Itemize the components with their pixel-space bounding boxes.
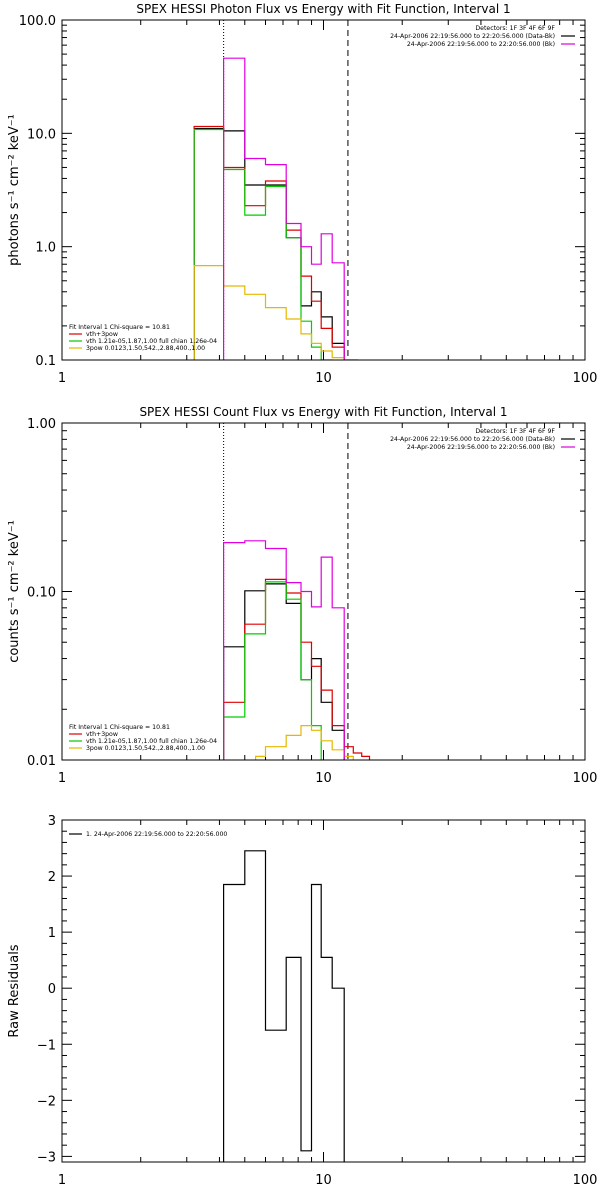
y-axis-label: photons s⁻¹ cm⁻² keV⁻¹ [7,114,22,266]
info-line: 24-Apr-2006 22:19:56.000 to 22:20:56.000… [390,436,555,443]
plot-frame [61,819,586,1163]
y-axis-label: Raw Residuals [7,944,22,1037]
chart-panel-2: SPEX HESSI Count Flux vs Energy with Fit… [7,405,597,786]
chart-title: SPEX HESSI Photon Flux vs Energy with Fi… [136,2,510,16]
legend-entry: vth+3pow [86,331,118,338]
y-tick-label: 100.0 [19,14,56,29]
x-tick-label: 10 [315,771,332,786]
y-tick-label: 1.00 [27,417,56,432]
legend-entry: vth+3pow [86,731,118,738]
series-line-2 [193,125,359,360]
series-line-1 [223,583,345,760]
legend-entry: Fit Interval 1 Chi-square = 10.81 [69,324,170,331]
series-line-5 [223,57,345,360]
y-tick-label: 10.0 [27,127,56,142]
x-tick-label: 1 [58,371,66,386]
legend-entry: 3pow 0.0123,1.50,542.,2.88,400.,1.00 [86,745,205,752]
series-line-1 [223,850,345,1162]
y-tick-label: −2 [37,1094,56,1109]
x-tick-label: 10 [315,1173,332,1188]
x-tick-label: 100 [573,1173,598,1188]
chart-panel-1: SPEX HESSI Photon Flux vs Energy with Fi… [7,2,597,386]
x-tick-label: 10 [315,371,332,386]
chart-title: SPEX HESSI Count Flux vs Energy with Fit… [139,405,507,419]
x-tick-label: 1 [58,771,66,786]
info-line: Detectors: 1F 3F 4F 6F 9F [475,428,555,435]
legend-entry: vth 1.21e-05,1.87,1.00 full chian 1.26e-… [86,338,217,345]
series-line-3 [223,581,322,760]
y-tick-label: 0.01 [27,754,56,769]
series-line-4 [193,265,345,360]
x-tick-label: 100 [573,771,598,786]
y-axis-label: counts s⁻¹ cm⁻² keV⁻¹ [7,520,22,663]
info-line: 24-Apr-2006 22:19:56.000 to 22:20:56.000… [407,444,555,451]
y-tick-label: −3 [37,1150,56,1165]
plot-frame [61,422,586,761]
y-tick-label: 1 [48,926,56,941]
legend-entry: 1. 24-Apr-2006 22:19:56.000 to 22:20:56.… [86,831,227,838]
y-tick-label: −1 [37,1038,56,1053]
info-line: 24-Apr-2006 22:19:56.000 to 22:20:56.000… [407,41,555,48]
y-tick-label: 0.10 [27,586,56,601]
y-tick-label: 0.1 [35,354,56,369]
series-line-5 [223,540,345,760]
legend-entry: vth 1.21e-05,1.87,1.00 full chian 1.26e-… [86,738,217,745]
series-line-2 [223,578,371,760]
y-tick-label: 0 [48,982,56,997]
chart-panel-3: Raw Residuals 1 10 100 −3 −2 −1 0 1 2 3 1. 24-Apr-2… [7,814,597,1188]
info-line: 24-Apr-2006 22:19:56.000 to 22:20:56.000… [390,33,555,40]
legend-entry: Fit Interval 1 Chi-square = 10.81 [69,724,170,731]
x-tick-label: 100 [573,371,598,386]
y-tick-label: 3 [48,814,56,829]
plot-frame [61,19,586,361]
series-line-4 [255,725,354,760]
info-line: Detectors: 1F 3F 4F 6F 9F [475,25,555,32]
y-tick-label: 1.0 [35,241,56,256]
legend-entry: 3pow 0.0123,1.50,542.,2.88,400.,1.00 [86,345,205,352]
series-line-3 [193,128,333,360]
x-tick-label: 1 [58,1173,66,1188]
y-tick-label: 2 [48,870,56,885]
